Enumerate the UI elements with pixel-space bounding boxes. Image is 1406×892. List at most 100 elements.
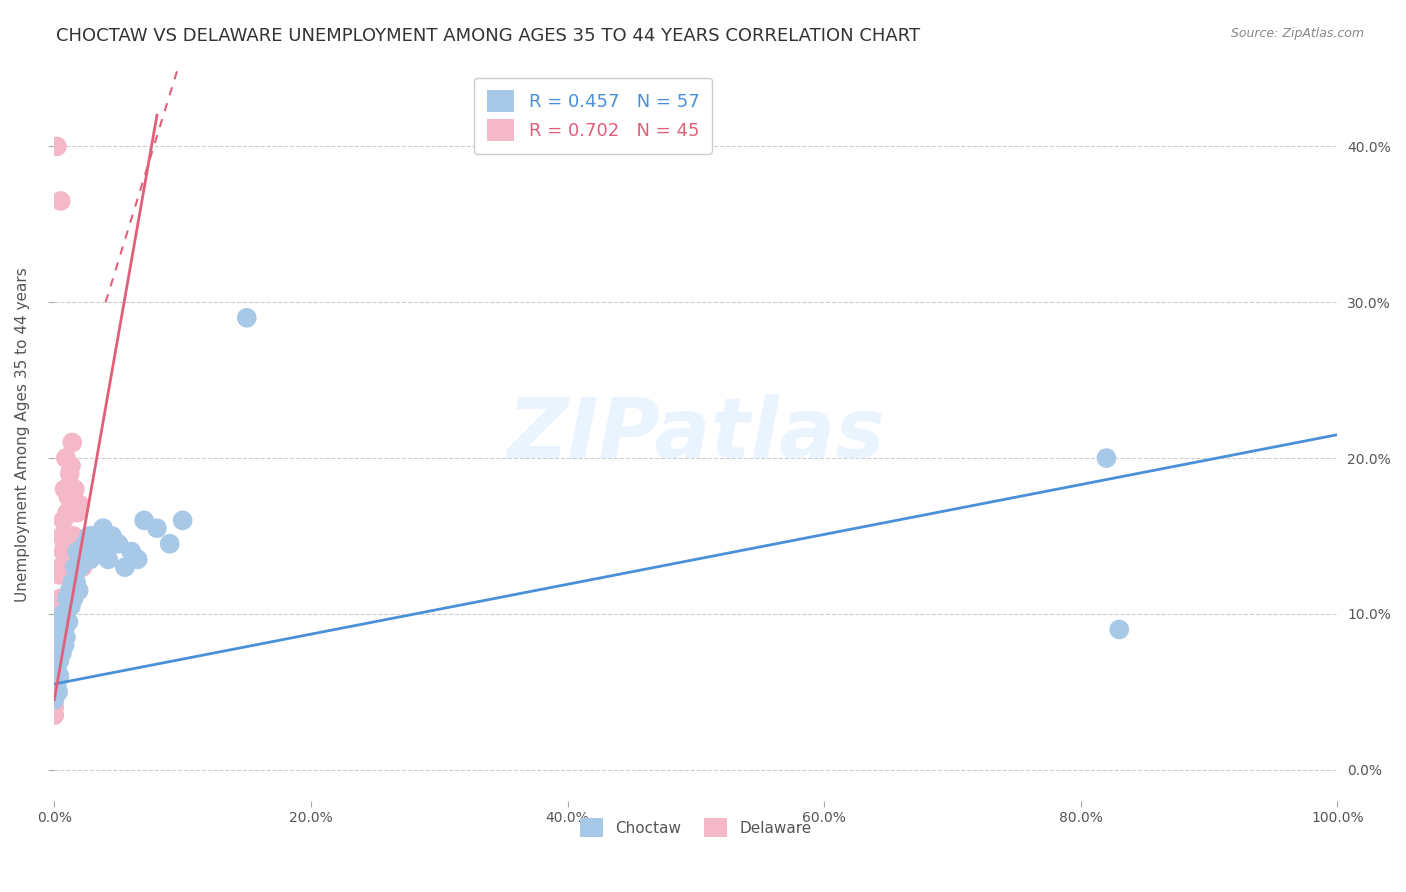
Point xyxy=(56,552,79,566)
Point xyxy=(49,560,72,574)
Point xyxy=(89,537,111,551)
Point xyxy=(51,607,73,621)
Point xyxy=(59,458,82,473)
Point xyxy=(44,692,66,706)
Point xyxy=(120,544,142,558)
Point xyxy=(45,139,67,153)
Point xyxy=(44,646,66,660)
Point xyxy=(75,544,97,558)
Point xyxy=(62,591,84,606)
Point xyxy=(44,692,66,706)
Point xyxy=(51,529,73,543)
Point xyxy=(48,568,70,582)
Point xyxy=(44,700,66,714)
Point xyxy=(236,310,259,325)
Point xyxy=(59,599,82,613)
Point xyxy=(58,490,80,504)
Point xyxy=(172,513,194,527)
Point xyxy=(55,451,77,466)
Point xyxy=(45,654,67,668)
Point xyxy=(44,646,66,660)
Point xyxy=(52,630,75,644)
Point xyxy=(49,591,72,606)
Point xyxy=(79,552,101,566)
Point xyxy=(48,669,70,683)
Point xyxy=(52,544,75,558)
Legend: Choctaw, Delaware: Choctaw, Delaware xyxy=(572,811,820,845)
Point xyxy=(75,537,97,551)
Point xyxy=(45,646,67,660)
Point xyxy=(127,552,149,566)
Point xyxy=(159,537,181,551)
Point xyxy=(62,506,84,520)
Point xyxy=(59,467,82,481)
Point xyxy=(82,529,104,543)
Point xyxy=(60,575,83,590)
Point xyxy=(55,607,77,621)
Point xyxy=(51,615,73,629)
Point xyxy=(44,661,66,675)
Point xyxy=(56,591,79,606)
Point xyxy=(91,521,114,535)
Point xyxy=(84,544,107,558)
Y-axis label: Unemployment Among Ages 35 to 44 years: Unemployment Among Ages 35 to 44 years xyxy=(15,268,30,602)
Point xyxy=(1108,623,1130,637)
Point xyxy=(69,560,91,574)
Point xyxy=(53,623,76,637)
Point xyxy=(75,552,97,566)
Point xyxy=(101,529,124,543)
Point xyxy=(44,708,66,723)
Point xyxy=(53,638,76,652)
Point xyxy=(46,685,69,699)
Point xyxy=(58,615,80,629)
Point xyxy=(45,623,67,637)
Point xyxy=(46,638,69,652)
Point xyxy=(44,685,66,699)
Point xyxy=(1095,451,1118,466)
Point xyxy=(56,506,79,520)
Text: ZIPatlas: ZIPatlas xyxy=(508,394,884,475)
Point xyxy=(52,607,75,621)
Point xyxy=(72,552,94,566)
Point xyxy=(51,646,73,660)
Point xyxy=(45,669,67,683)
Point xyxy=(65,575,87,590)
Point xyxy=(45,630,67,644)
Point xyxy=(44,661,66,675)
Point xyxy=(44,654,66,668)
Point xyxy=(49,194,72,208)
Point xyxy=(53,482,76,496)
Point xyxy=(59,583,82,598)
Point xyxy=(44,677,66,691)
Point xyxy=(49,623,72,637)
Point xyxy=(44,685,66,699)
Point xyxy=(77,529,100,543)
Point xyxy=(107,537,129,551)
Point xyxy=(62,529,84,543)
Point xyxy=(146,521,169,535)
Point xyxy=(66,544,89,558)
Point xyxy=(60,435,83,450)
Point xyxy=(44,630,66,644)
Point xyxy=(65,537,87,551)
Point xyxy=(63,482,86,496)
Point xyxy=(45,677,67,691)
Point xyxy=(114,560,136,574)
Point xyxy=(75,537,97,551)
Point xyxy=(44,669,66,683)
Point xyxy=(49,638,72,652)
Point xyxy=(45,661,67,675)
Point xyxy=(94,544,117,558)
Point xyxy=(97,552,120,566)
Point xyxy=(67,583,90,598)
Point xyxy=(45,669,67,683)
Point xyxy=(46,599,69,613)
Point xyxy=(66,506,89,520)
Text: CHOCTAW VS DELAWARE UNEMPLOYMENT AMONG AGES 35 TO 44 YEARS CORRELATION CHART: CHOCTAW VS DELAWARE UNEMPLOYMENT AMONG A… xyxy=(56,27,921,45)
Point xyxy=(67,552,90,566)
Point xyxy=(48,630,70,644)
Point xyxy=(48,654,70,668)
Point xyxy=(55,630,77,644)
Point xyxy=(53,537,76,551)
Point xyxy=(72,560,94,574)
